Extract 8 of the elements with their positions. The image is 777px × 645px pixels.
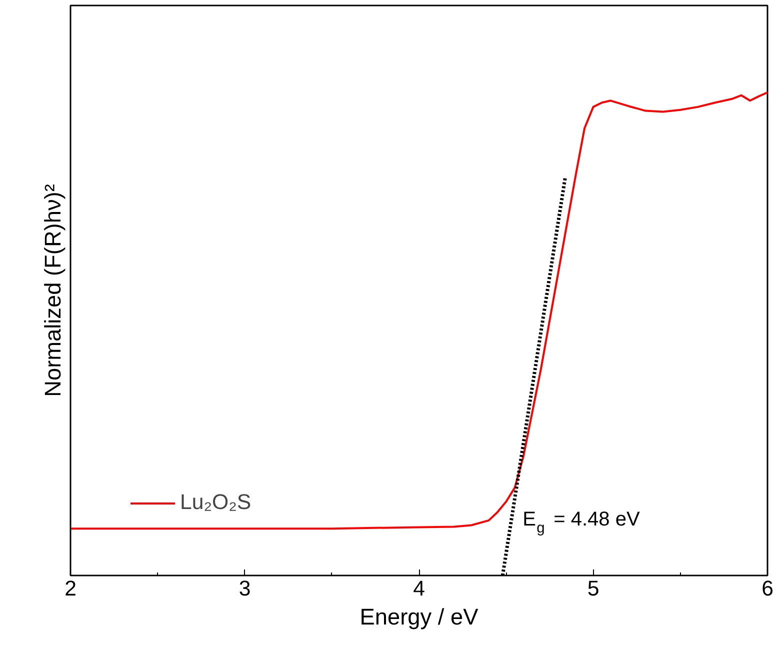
- x-axis-title: Energy / eV: [360, 604, 480, 630]
- x-tick-label: 6: [762, 576, 774, 600]
- x-tick-label: 2: [64, 576, 76, 600]
- y-axis-title: Normalized (F(R)hν)²: [40, 184, 66, 397]
- x-tick-label: 5: [587, 576, 600, 600]
- legend-label: Lu₂O₂S: [180, 490, 252, 515]
- x-tick-label: 4: [413, 576, 426, 600]
- x-tick-label: 3: [238, 576, 251, 600]
